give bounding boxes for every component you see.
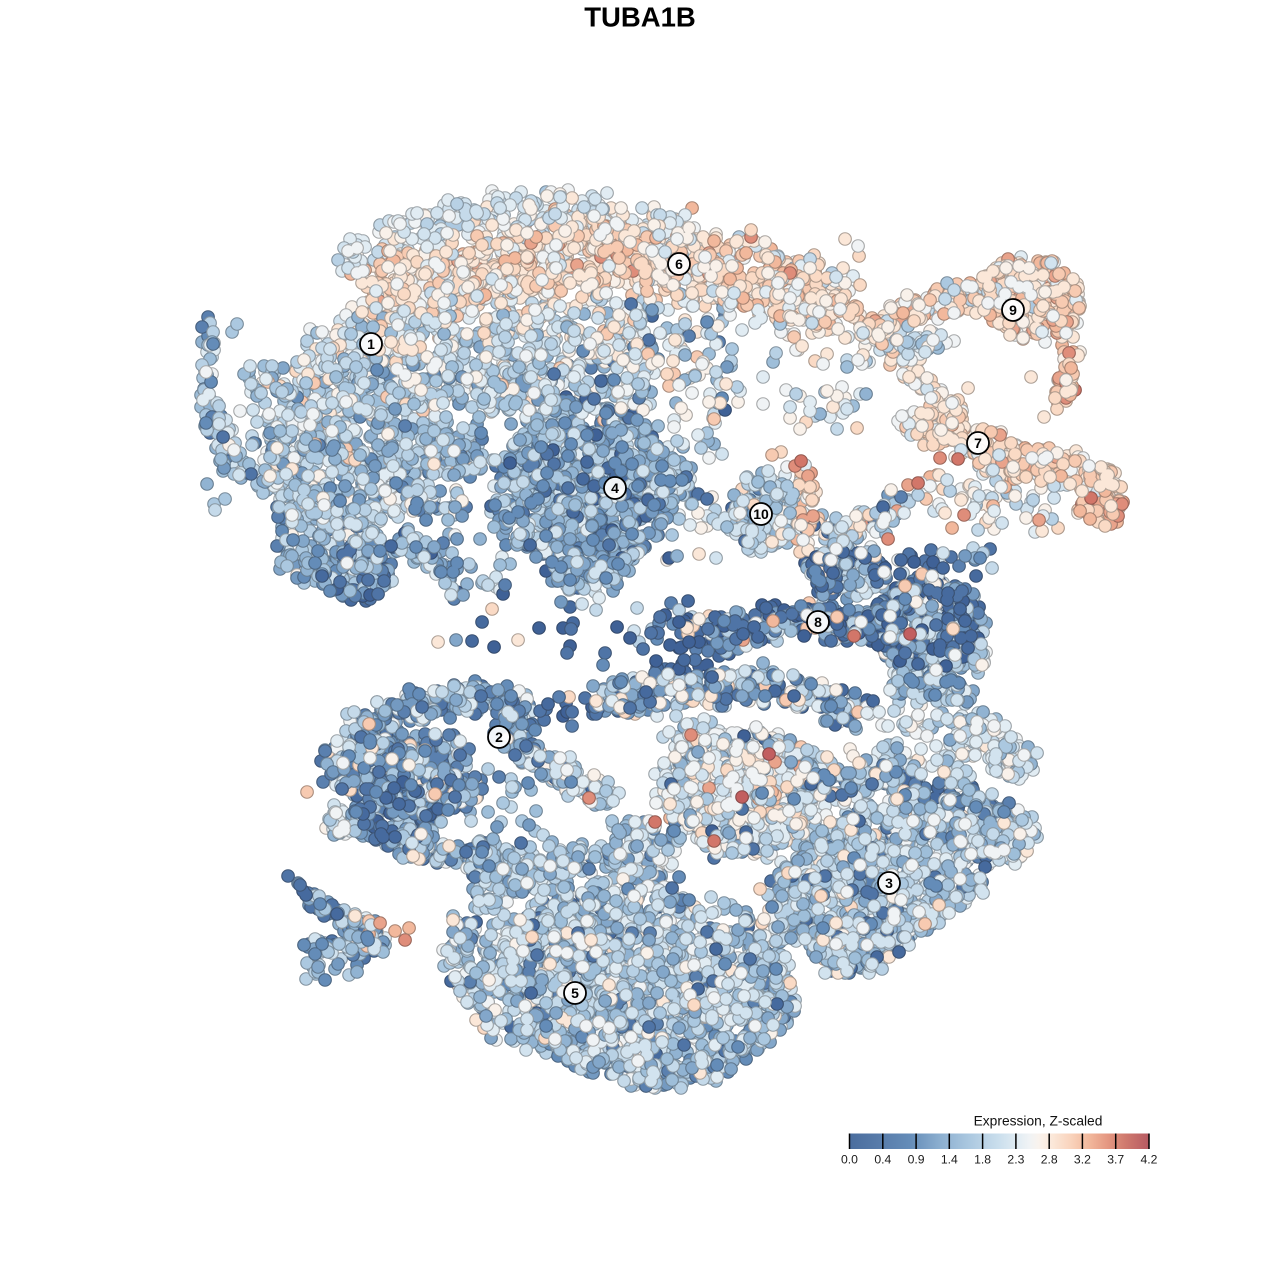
svg-text:1: 1 [367, 336, 375, 352]
svg-text:1.4: 1.4 [941, 1153, 958, 1167]
svg-text:6: 6 [675, 256, 683, 272]
svg-text:2: 2 [495, 729, 503, 745]
svg-text:4: 4 [611, 480, 619, 496]
svg-text:10: 10 [753, 506, 769, 522]
svg-text:4.2: 4.2 [1141, 1153, 1158, 1167]
svg-text:3: 3 [885, 875, 893, 891]
svg-text:0.0: 0.0 [841, 1153, 858, 1167]
svg-text:2.3: 2.3 [1007, 1153, 1024, 1167]
svg-text:5: 5 [571, 985, 579, 1001]
svg-text:8: 8 [814, 614, 822, 630]
svg-text:Expression, Z-scaled: Expression, Z-scaled [974, 1114, 1103, 1129]
svg-text:TUBA1B: TUBA1B [584, 2, 696, 33]
svg-text:0.4: 0.4 [874, 1153, 891, 1167]
svg-text:1.8: 1.8 [974, 1153, 991, 1167]
svg-text:3.2: 3.2 [1074, 1153, 1091, 1167]
svg-text:7: 7 [974, 435, 982, 451]
svg-text:2.8: 2.8 [1041, 1153, 1058, 1167]
svg-text:9: 9 [1009, 302, 1017, 318]
svg-text:3.7: 3.7 [1107, 1153, 1124, 1167]
svg-text:0.9: 0.9 [908, 1153, 925, 1167]
